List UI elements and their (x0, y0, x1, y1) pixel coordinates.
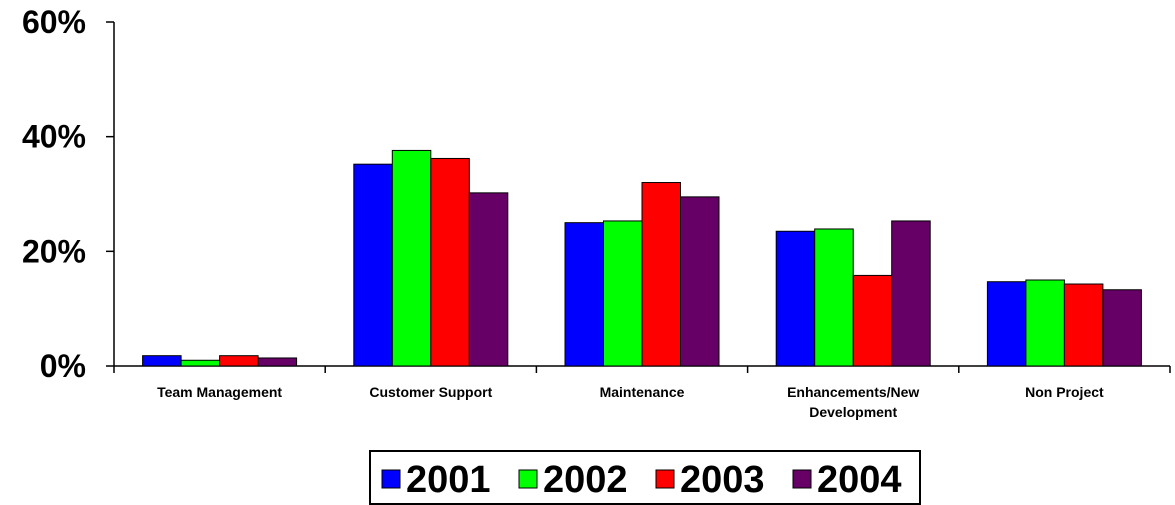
legend-label-2003: 2003 (680, 459, 765, 501)
bar-2004 (1102, 289, 1142, 367)
bar-2001 (353, 163, 393, 367)
bar-2001 (142, 355, 182, 367)
bar-2003 (1063, 283, 1104, 367)
legend-swatch-2001 (381, 469, 401, 489)
y-tick-label: 40% (22, 119, 86, 155)
bar-2002 (603, 220, 643, 367)
y-tick-label: 20% (22, 233, 86, 269)
y-tick-label: 60% (22, 4, 86, 40)
bar-2002 (814, 228, 854, 367)
bar-2002 (180, 359, 221, 367)
x-tick-label: Maintenance (600, 384, 685, 400)
bar-2003 (430, 157, 470, 367)
bar-2003 (641, 182, 681, 367)
legend-swatch-2002 (518, 469, 538, 489)
bar-2001 (564, 222, 604, 367)
legend-label-2002: 2002 (543, 459, 628, 501)
bar-2002 (1025, 279, 1065, 367)
bars (142, 149, 1142, 367)
y-axis: 0% 20% 40% 60% (22, 4, 115, 384)
bar-2004 (680, 196, 720, 367)
legend-label-2001: 2001 (406, 459, 491, 501)
bar-2001 (775, 230, 816, 367)
x-tick-label: Customer Support (369, 384, 492, 400)
legend-swatch-2003 (655, 469, 675, 489)
legend-swatch-2004 (792, 469, 812, 489)
x-axis: Team Management Customer Support Maintenan… (113, 365, 1171, 420)
x-tick-label: Team Management (157, 384, 282, 400)
legend: 2001 2002 2003 2004 (369, 450, 921, 505)
bar-2001 (986, 281, 1027, 367)
bar-2004 (257, 357, 298, 367)
bar-2004 (891, 220, 931, 367)
bar-2003 (219, 355, 259, 367)
bar-2003 (852, 274, 893, 367)
legend-box (369, 450, 921, 505)
x-tick-label: Non Project (1025, 384, 1104, 400)
bar-2002 (391, 149, 432, 367)
y-tick-label: 0% (40, 348, 86, 384)
bar-2004 (468, 192, 509, 367)
x-tick-label: Enhancements/New Development (787, 384, 919, 420)
legend-label-2004: 2004 (817, 459, 902, 501)
